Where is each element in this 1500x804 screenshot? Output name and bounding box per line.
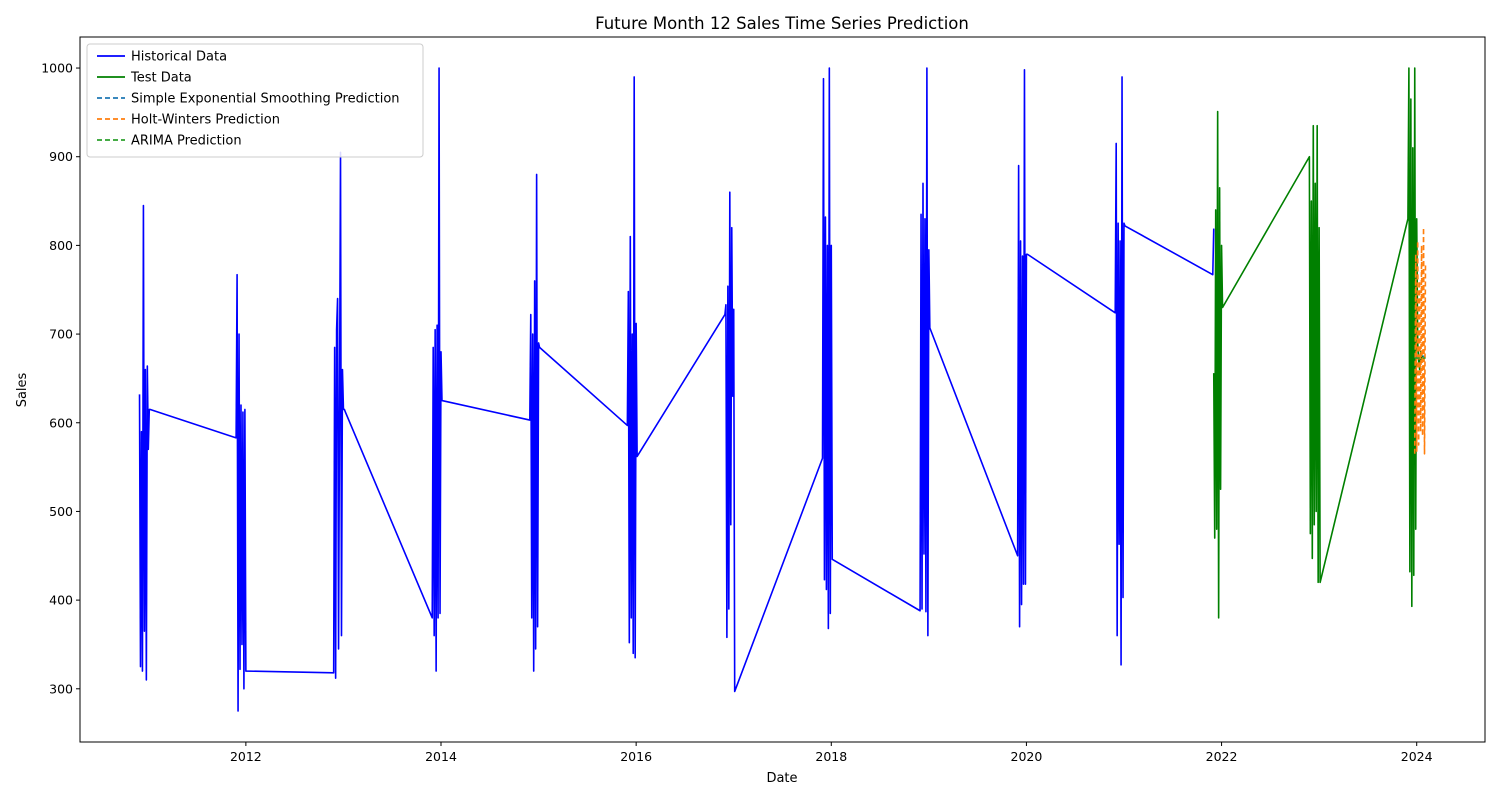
y-axis: 300 400 500 600 700 800 900 1000: [41, 61, 80, 696]
legend: Historical Data Test Data Simple Exponenti…: [86, 43, 424, 158]
x-axis-label: Date: [766, 771, 797, 786]
legend-label-4: ARIMA Prediction: [131, 134, 242, 149]
y-tick-label-0: 300: [49, 681, 73, 696]
x-tick-label-3: 2018: [815, 749, 847, 764]
legend-label-1: Test Data: [130, 71, 192, 86]
plot-frame: [79, 36, 1486, 743]
x-tick-label-1: 2014: [425, 749, 457, 764]
legend-box: [86, 43, 424, 158]
y-tick-label-2: 500: [49, 504, 73, 519]
series-line-0: [138, 67, 1215, 712]
y-tick-label-4: 700: [49, 327, 73, 342]
y-tick-label-1: 400: [49, 593, 73, 608]
x-tick-label-4: 2020: [1011, 749, 1043, 764]
x-axis: 2012 2014 2016 2018 2020 2022 2024: [230, 742, 1433, 764]
legend-label-0: Historical Data: [131, 50, 227, 65]
series-layer: [138, 67, 1427, 712]
x-tick-label-5: 2022: [1206, 749, 1238, 764]
y-tick-label-3: 600: [49, 415, 73, 430]
y-tick-label-7: 1000: [41, 61, 73, 76]
legend-label-3: Holt-Winters Prediction: [131, 113, 280, 128]
y-tick-label-5: 800: [49, 238, 73, 253]
legend-label-2: Simple Exponential Smoothing Prediction: [131, 92, 400, 107]
series-line-1: [1212, 67, 1424, 619]
y-tick-label-6: 900: [49, 149, 73, 164]
x-tick-label-0: 2012: [230, 749, 262, 764]
series-line-3: [1413, 226, 1427, 455]
x-tick-label-2: 2016: [620, 749, 652, 764]
chart-title: Future Month 12 Sales Time Series Predic…: [595, 14, 969, 33]
y-axis-label: Sales: [15, 372, 30, 407]
x-tick-label-6: 2024: [1401, 749, 1433, 764]
